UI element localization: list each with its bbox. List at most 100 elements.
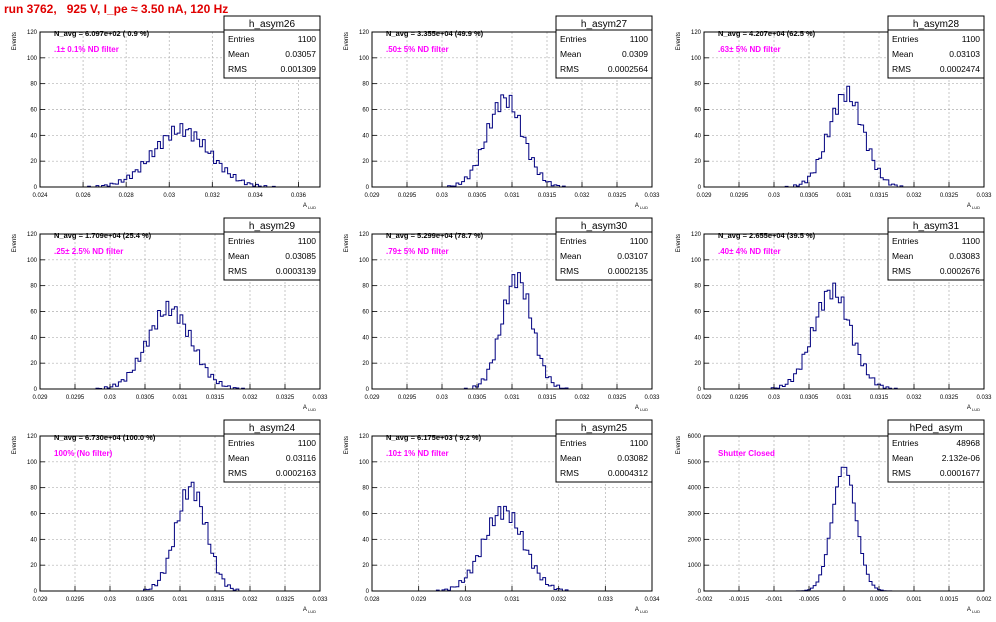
x-tick-label: 0.0305 [800,395,819,401]
x-tick-label: -0.001 [765,597,783,603]
y-tick-label: 60 [30,512,37,518]
x-tick-label: 0.029 [364,193,380,199]
histogram-panel-hPed_asym: -0.002 -0.0015 -0.001 -0.0005 0 0.0005 0.001 0.… [676,419,992,614]
y-tick-label: 120 [359,30,370,36]
histogram-panel-h_asym29: 0.029 0.0295 0.03 0.0305 0.031 0.0315 0.032 0.0… [12,217,328,412]
filter-label: .50± 5% ND filter [386,45,449,54]
stats-value-rms: 0.0002676 [940,266,980,276]
stats-box [555,217,653,281]
y-tick-label: 120 [27,30,38,36]
y-tick-label: 60 [30,108,37,114]
stats-value-entries: 1100 [630,34,649,44]
x-tick-label: 0.029 [696,395,712,401]
stats-value-mean: 0.03083 [949,251,980,261]
x-axis-title: A LUD [967,405,980,412]
x-tick-label: 0.033 [976,193,992,199]
stats-key-entries: Entries [228,438,254,448]
y-tick-label: 0 [698,589,702,595]
x-tick-label: 0.0325 [940,193,959,199]
y-tick-label: 3000 [688,512,702,518]
histogram-panel-h_asym25: 0.028 0.029 0.03 0.031 0.032 0.033 0.034 0 20 40 6… [344,419,660,614]
x-tick-label: 0.031 [504,395,520,401]
x-tick-label: 0.0295 [730,395,749,401]
x-tick-label: 0.0295 [398,193,417,199]
x-tick-label: 0.0315 [206,597,225,603]
x-tick-label: 0.03 [436,193,448,199]
x-axis-title: A LUD [303,607,316,614]
x-tick-label: 0.0325 [940,395,959,401]
y-tick-label: 120 [691,232,702,238]
filter-label: .10± 1% ND filter [386,449,449,458]
y-tick-label: 20 [362,361,369,367]
stats-box [223,419,321,483]
y-tick-label: 80 [30,486,37,492]
x-tick-label: 0.03 [163,193,175,199]
navg-label: N_avg = 6.730e+04 (100.0 %) [54,433,156,442]
x-tick-label: 0.0295 [66,597,85,603]
y-tick-label: 60 [362,108,369,114]
navg-label: N_avg = 2.655e+04 (39.5 %) [718,231,816,240]
x-tick-label: 0.031 [504,193,520,199]
y-tick-label: 80 [30,284,37,290]
y-tick-label: 6000 [688,434,702,440]
y-axis-title: Events [12,234,18,252]
y-tick-label: 0 [34,185,38,191]
x-tick-label: 0.0295 [730,193,749,199]
stats-title: h_asym27 [581,19,628,30]
x-tick-label: 0.0305 [136,395,155,401]
stats-key-rms: RMS [560,266,579,276]
x-tick-label: 0.0295 [66,395,85,401]
navg-label: N_avg = 3.355e+04 (49.9 %) [386,29,484,38]
x-tick-label: 0.0015 [940,597,959,603]
x-tick-label: 0.03 [104,395,116,401]
x-tick-label: 0.0325 [276,597,295,603]
y-tick-label: 40 [30,335,37,341]
y-tick-label: 0 [698,185,702,191]
stats-key-entries: Entries [892,438,918,448]
stats-key-rms: RMS [892,468,911,478]
stats-key-entries: Entries [892,236,918,246]
y-tick-label: 80 [30,82,37,88]
stats-value-rms: 0.001309 [281,64,317,74]
stats-value-entries: 1100 [298,438,317,448]
navg-label: N_avg = 4.207e+04 (62.5 %) [718,29,816,38]
x-tick-label: 0.026 [76,193,92,199]
y-tick-label: 20 [30,563,37,569]
stats-key-entries: Entries [560,438,586,448]
y-tick-label: 80 [362,486,369,492]
y-tick-label: 120 [359,434,370,440]
x-tick-label: 0.032 [205,193,221,199]
x-tick-label: 0.029 [32,395,48,401]
x-tick-label: 0.0005 [870,597,889,603]
histogram-line [40,123,320,188]
histogram-panel-h_asym28: 0.029 0.0295 0.03 0.0305 0.031 0.0315 0.032 0.0… [676,15,992,210]
filter-label: .79± 5% ND filter [386,247,449,256]
filter-label: .40± 4% ND filter [718,247,781,256]
y-tick-label: 20 [30,361,37,367]
histogram-panel-h_asym31: 0.029 0.0295 0.03 0.0305 0.031 0.0315 0.032 0.0… [676,217,992,412]
y-tick-label: 1000 [688,563,702,569]
x-tick-label: 0.033 [598,597,614,603]
y-tick-label: 60 [362,512,369,518]
y-tick-label: 60 [694,108,701,114]
x-tick-label: 0.029 [696,193,712,199]
stats-key-rms: RMS [560,468,579,478]
y-tick-label: 100 [691,56,702,62]
stats-value-entries: 1100 [962,236,981,246]
stats-key-mean: Mean [560,251,582,261]
x-tick-label: 0.03 [768,193,780,199]
stats-key-entries: Entries [892,34,918,44]
y-tick-label: 40 [30,537,37,543]
x-tick-label: 0.036 [291,193,307,199]
x-tick-label: 0 [842,597,846,603]
x-tick-label: -0.002 [695,597,713,603]
stats-key-mean: Mean [228,49,250,59]
y-tick-label: 20 [362,159,369,165]
x-tick-label: 0.033 [644,395,660,401]
stats-value-mean: 0.0309 [622,49,648,59]
x-tick-label: 0.028 [364,597,380,603]
stats-title: h_asym26 [249,19,296,30]
navg-label: N_avg = 1.709e+04 (25.4 %) [54,231,152,240]
stats-title: h_asym28 [913,19,960,30]
stats-title: h_asym29 [249,221,296,232]
